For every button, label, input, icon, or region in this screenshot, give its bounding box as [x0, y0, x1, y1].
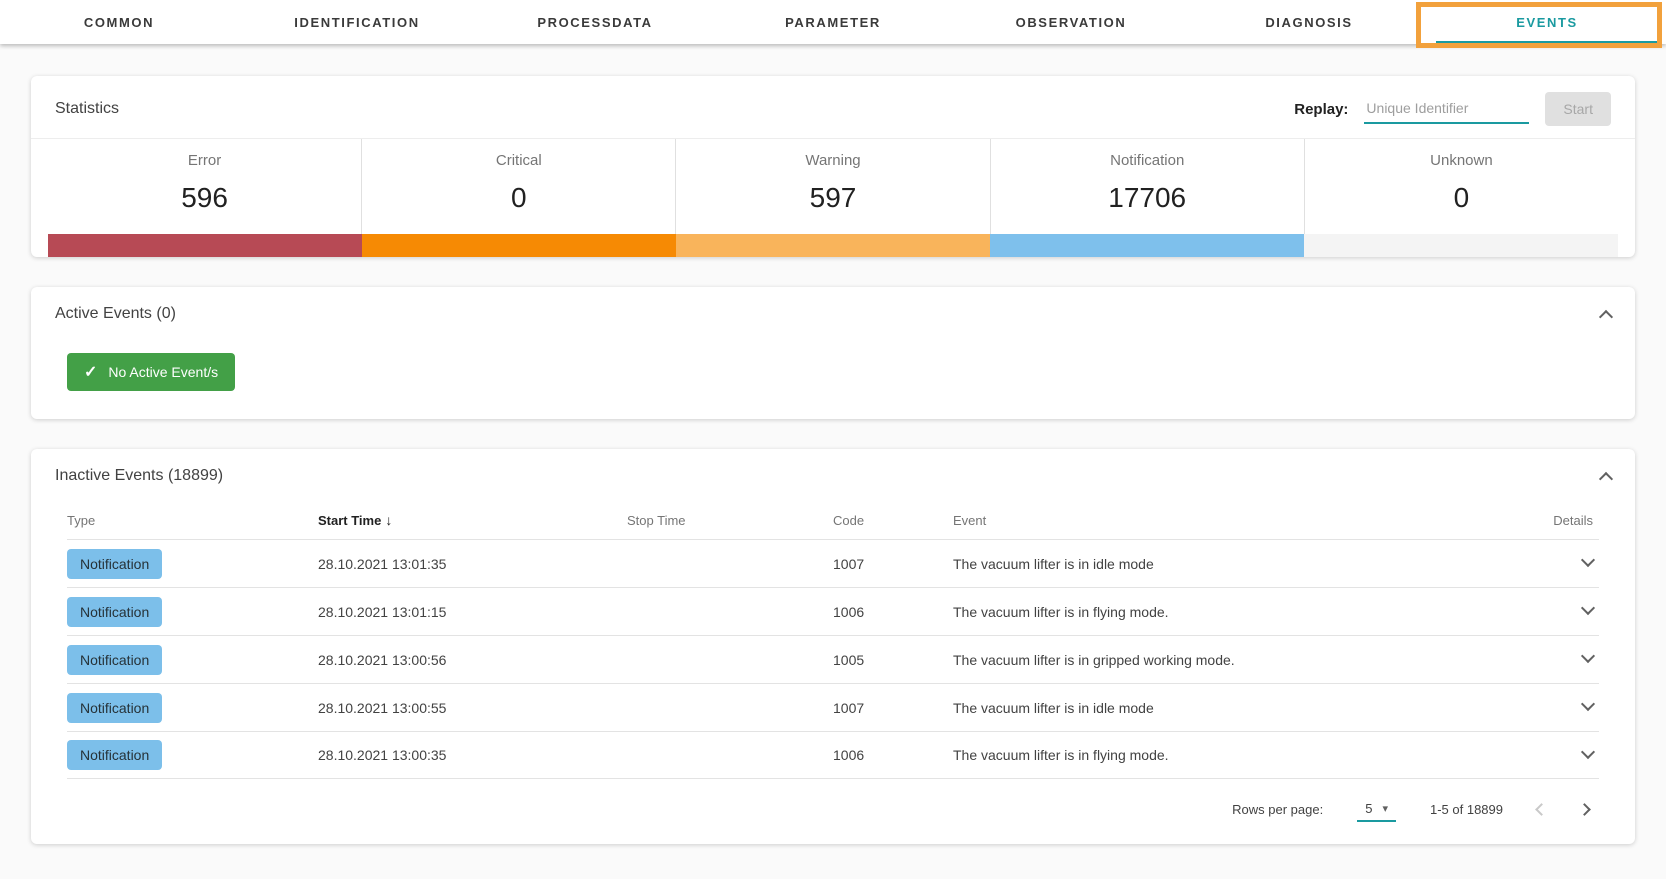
- event-cell: The vacuum lifter is in gripped working …: [953, 651, 1235, 668]
- tab-diagnosis[interactable]: DIAGNOSIS: [1265, 14, 1353, 30]
- code-cell: 1005: [833, 651, 865, 668]
- event-cell: The vacuum lifter is in flying mode.: [953, 603, 1169, 620]
- tab-identification[interactable]: IDENTIFICATION: [294, 14, 420, 30]
- rows-per-page-value: 5: [1365, 801, 1373, 816]
- top-tab-bar: COMMON IDENTIFICATION PROCESSDATA PARAME…: [0, 0, 1666, 44]
- start-replay-button[interactable]: Start: [1545, 92, 1611, 126]
- event-cell: The vacuum lifter is in idle mode: [953, 699, 1154, 716]
- tab-common[interactable]: COMMON: [83, 14, 155, 30]
- dropdown-arrow-icon: ▾: [1382, 803, 1388, 815]
- bar-segment-warning: [676, 234, 990, 257]
- bar-segment-notification: [990, 234, 1304, 257]
- stat-value: 0: [1453, 182, 1470, 213]
- expand-details-chevron-down-icon[interactable]: [1580, 552, 1596, 568]
- table-row: Notification 28.10.2021 13:01:15 1006 Th…: [67, 587, 1599, 635]
- sort-descending-icon: ↓: [385, 512, 393, 528]
- table-row: Notification 28.10.2021 13:00:55 1007 Th…: [67, 683, 1599, 731]
- stat-value: 0: [511, 182, 527, 213]
- code-cell: 1006: [833, 747, 865, 763]
- event-cell: The vacuum lifter is in idle mode: [953, 555, 1154, 572]
- previous-page-button[interactable]: [1535, 803, 1548, 816]
- stat-label: Unknown: [1430, 152, 1493, 169]
- next-page-button[interactable]: [1578, 803, 1591, 816]
- stat-critical: Critical 0: [362, 139, 677, 234]
- bar-segment-critical: [362, 234, 676, 257]
- code-cell: 1006: [833, 603, 865, 620]
- replay-label: Replay:: [1294, 100, 1349, 118]
- expand-details-chevron-down-icon[interactable]: [1580, 744, 1596, 759]
- no-active-events-badge: ✓ No Active Event/s: [67, 353, 236, 391]
- collapse-chevron-up-icon[interactable]: [1598, 471, 1614, 487]
- start-time-cell: 28.10.2021 13:01:35: [318, 555, 447, 572]
- bar-segment-error: [48, 234, 362, 257]
- rows-per-page-select[interactable]: 5 ▾: [1357, 797, 1396, 822]
- stat-label: Notification: [1110, 152, 1185, 169]
- no-active-events-label: No Active Event/s: [108, 364, 219, 380]
- event-type-badge: Notification: [67, 740, 163, 770]
- bar-segment-unknown: [1304, 234, 1618, 257]
- table-header-row: Type Start Time ↓ Stop Time Code Event De…: [67, 501, 1599, 539]
- start-time-cell: 28.10.2021 13:01:15: [318, 603, 447, 620]
- code-cell: 1007: [833, 555, 865, 572]
- column-header-start-time[interactable]: Start Time ↓: [318, 512, 393, 528]
- column-header-code[interactable]: Code: [833, 512, 865, 528]
- inactive-events-table: Type Start Time ↓ Stop Time Code Event De…: [67, 501, 1599, 779]
- stat-label: Error: [187, 152, 222, 169]
- replay-identifier-input[interactable]: [1364, 94, 1530, 124]
- pagination-range-label: 1-5 of 18899: [1429, 802, 1503, 817]
- active-events-card: Active Events (0) ✓ No Active Event/s: [31, 287, 1635, 419]
- replay-controls: Replay: Start: [1294, 92, 1611, 126]
- statistics-counters: Error 596 Critical 0 Warning 597 Notific…: [48, 139, 1618, 234]
- inactive-events-title: Inactive Events (18899): [55, 467, 224, 484]
- stat-notification: Notification 17706: [991, 139, 1305, 234]
- table-row: Notification 28.10.2021 13:01:35 1007 Th…: [67, 539, 1599, 587]
- column-header-event[interactable]: Event: [953, 512, 987, 528]
- event-cell: The vacuum lifter is in flying mode.: [953, 747, 1169, 763]
- inactive-events-card: Inactive Events (18899) Type Start Time ↓…: [31, 449, 1635, 844]
- stat-warning: Warning 597: [676, 139, 991, 234]
- column-header-type[interactable]: Type: [67, 512, 96, 528]
- event-type-badge: Notification: [67, 548, 163, 579]
- stat-unknown: Unknown 0: [1305, 139, 1618, 234]
- stat-value: 596: [181, 182, 228, 213]
- stat-label: Warning: [805, 152, 861, 169]
- check-icon: ✓: [84, 364, 98, 381]
- start-time-cell: 28.10.2021 13:00:55: [318, 699, 447, 716]
- collapse-chevron-up-icon[interactable]: [1598, 309, 1614, 325]
- tab-processdata[interactable]: PROCESSDATA: [537, 14, 653, 30]
- column-header-stop-time[interactable]: Stop Time: [627, 512, 686, 528]
- table-row: Notification 28.10.2021 13:00:35 1006 Th…: [67, 731, 1599, 779]
- stat-error: Error 596: [48, 139, 363, 234]
- start-time-cell: 28.10.2021 13:00:35: [318, 747, 447, 763]
- code-cell: 1007: [833, 699, 865, 716]
- tab-observation[interactable]: OBSERVATION: [1015, 14, 1127, 30]
- pagination: Rows per page: 5 ▾ 1-5 of 18899: [31, 779, 1635, 836]
- expand-details-chevron-down-icon[interactable]: [1580, 648, 1596, 664]
- active-events-title: Active Events (0): [55, 305, 176, 322]
- column-header-details: Details: [1553, 512, 1593, 528]
- expand-details-chevron-down-icon[interactable]: [1580, 600, 1596, 616]
- severity-distribution-bar: [48, 234, 1618, 257]
- expand-details-chevron-down-icon[interactable]: [1580, 696, 1596, 712]
- event-type-badge: Notification: [67, 644, 163, 675]
- stat-value: 17706: [1108, 182, 1187, 213]
- rows-per-page-label: Rows per page:: [1232, 802, 1324, 817]
- stat-label: Critical: [495, 152, 542, 169]
- event-type-badge: Notification: [67, 596, 163, 627]
- statistics-title: Statistics: [55, 100, 120, 117]
- table-row: Notification 28.10.2021 13:00:56 1005 Th…: [67, 635, 1599, 683]
- tab-parameter[interactable]: PARAMETER: [785, 14, 881, 30]
- statistics-card: Statistics Replay: Start Error 596 Criti…: [31, 76, 1635, 257]
- stat-value: 597: [809, 182, 857, 213]
- event-type-badge: Notification: [67, 692, 163, 723]
- start-time-cell: 28.10.2021 13:00:56: [318, 651, 447, 668]
- tab-events[interactable]: EVENTS: [1428, 0, 1666, 44]
